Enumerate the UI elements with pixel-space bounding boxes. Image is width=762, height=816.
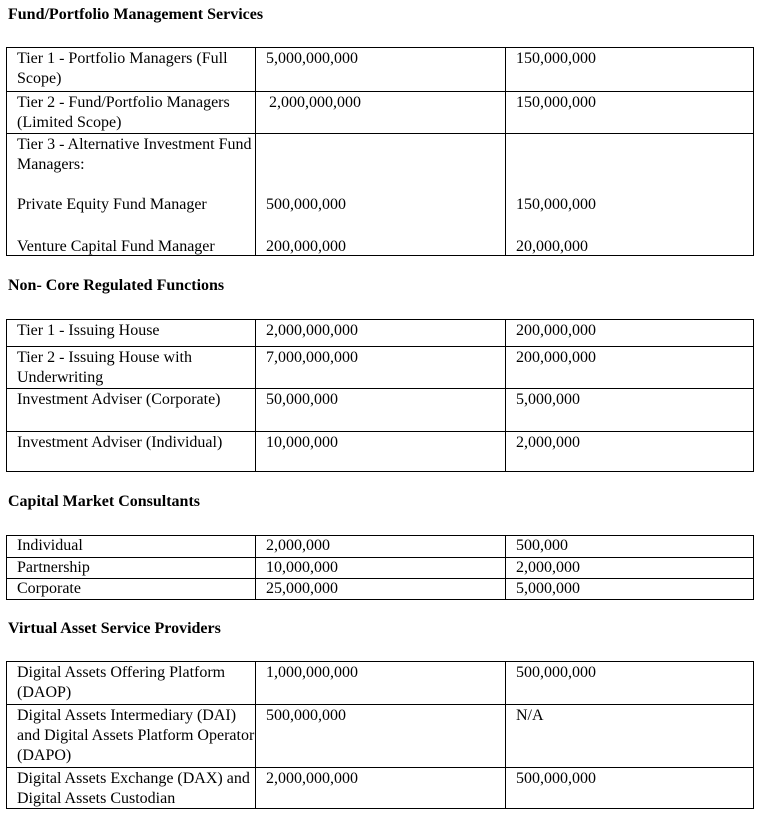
table-row: Tier 3 - Alternative Investment Fund Man… [7,133,753,255]
table-row: Tier 1 - Portfolio Managers (Full Scope)… [7,48,753,91]
row-label: Partnership [7,558,256,578]
value-cell: 2,000,000,000 [256,320,506,346]
value-cell [256,134,506,255]
table-row: Investment Adviser (Corporate) 50,000,00… [7,388,753,431]
row-label: Tier 3 - Alternative Investment Fund Man… [7,134,256,255]
value-cell: 1,000,000,000 [256,662,506,704]
tier3-label: Tier 3 - Alternative Investment Fund Man… [17,136,252,173]
value-cell: 150,000,000 [516,50,596,67]
table-row: Tier 2 - Issuing House with Underwriting… [7,346,753,388]
value-cell: 5,000,000 [516,580,580,597]
row-label: Tier 1 - Portfolio Managers (Full Scope) [7,48,256,91]
table-row: Digital Assets Intermediary (DAI) and Di… [7,704,753,767]
section-heading: Fund/Portfolio Management Services [8,6,264,23]
row-label: Digital Assets Offering Platform (DAOP) [7,662,256,704]
value-cell: 2,000,000 [516,559,580,576]
value-cell: 7,000,000,000 [256,347,506,388]
value-cell: 200,000,000 [516,349,596,366]
value-cell: 10,000,000 [256,432,506,471]
row-label: Investment Adviser (Corporate) [7,389,256,431]
table-row: Individual 2,000,000 500,000 [7,536,753,557]
row-label: Tier 2 - Fund/Portfolio Managers (Limite… [7,92,256,133]
sub-label: Venture Capital Fund Manager [17,238,215,255]
value-cell: 5,000,000 [516,391,580,408]
value-cell: N/A [516,707,544,724]
value-cell: 2,000,000 [256,536,506,557]
section-heading: Non- Core Regulated Functions [8,277,225,294]
row-label: Individual [7,536,256,557]
row-label: Tier 1 - Issuing House [7,320,256,346]
table-row: Tier 1 - Issuing House 2,000,000,000 200… [7,320,753,346]
table-row: Digital Assets Offering Platform (DAOP) … [7,662,753,704]
table-row: Investment Adviser (Individual) 10,000,0… [7,431,753,471]
value-cell: 500,000,000 [256,705,506,767]
value-cell: 500,000,000 [516,664,596,681]
value-cell: 150,000,000 [516,94,596,111]
row-label: Digital Assets Exchange (DAX) and Digita… [7,768,256,808]
value-cell: 2,000,000 [516,434,580,451]
sub-label: Private Equity Fund Manager [17,196,207,213]
value-cell: 50,000,000 [256,389,506,431]
sub-value: 20,000,000 [516,238,588,255]
value-cell: 2,000,000,000 [256,768,506,808]
sub-value: 500,000,000 [266,196,346,213]
consultants-table: Individual 2,000,000 500,000 Partnership… [6,535,754,600]
value-cell: 5,000,000,000 [256,48,506,91]
sub-value: 200,000,000 [266,238,346,255]
value-cell: 10,000,000 [256,558,506,578]
table-row: Tier 2 - Fund/Portfolio Managers (Limite… [7,91,753,133]
value-cell: 500,000 [516,537,568,554]
fund-management-table: Tier 1 - Portfolio Managers (Full Scope)… [6,47,754,256]
sub-value: 150,000,000 [516,196,596,213]
value-cell: 2,000,000,000 [256,92,506,133]
row-label: Corporate [7,579,256,599]
value-cell: 200,000,000 [516,322,596,339]
non-core-functions-table: Tier 1 - Issuing House 2,000,000,000 200… [6,319,754,472]
value-cell: 25,000,000 [256,579,506,599]
value-cell: 500,000,000 [516,770,596,787]
virtual-asset-providers-table: Digital Assets Offering Platform (DAOP) … [6,661,754,809]
row-label: Investment Adviser (Individual) [7,432,256,471]
section-heading: Capital Market Consultants [8,493,201,510]
row-label: Digital Assets Intermediary (DAI) and Di… [7,705,256,767]
row-label: Tier 2 - Issuing House with Underwriting [7,347,256,388]
table-row: Corporate 25,000,000 5,000,000 [7,578,753,599]
table-row: Digital Assets Exchange (DAX) and Digita… [7,767,753,808]
table-row: Partnership 10,000,000 2,000,000 [7,557,753,578]
section-heading: Virtual Asset Service Providers [8,620,221,637]
